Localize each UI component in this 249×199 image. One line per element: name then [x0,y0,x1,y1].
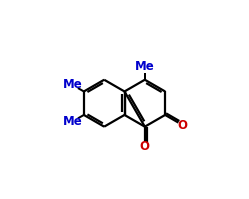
Text: Me: Me [135,60,155,73]
Text: Me: Me [63,78,82,91]
Text: O: O [178,119,188,132]
Text: Me: Me [63,115,82,128]
Text: O: O [140,140,150,153]
